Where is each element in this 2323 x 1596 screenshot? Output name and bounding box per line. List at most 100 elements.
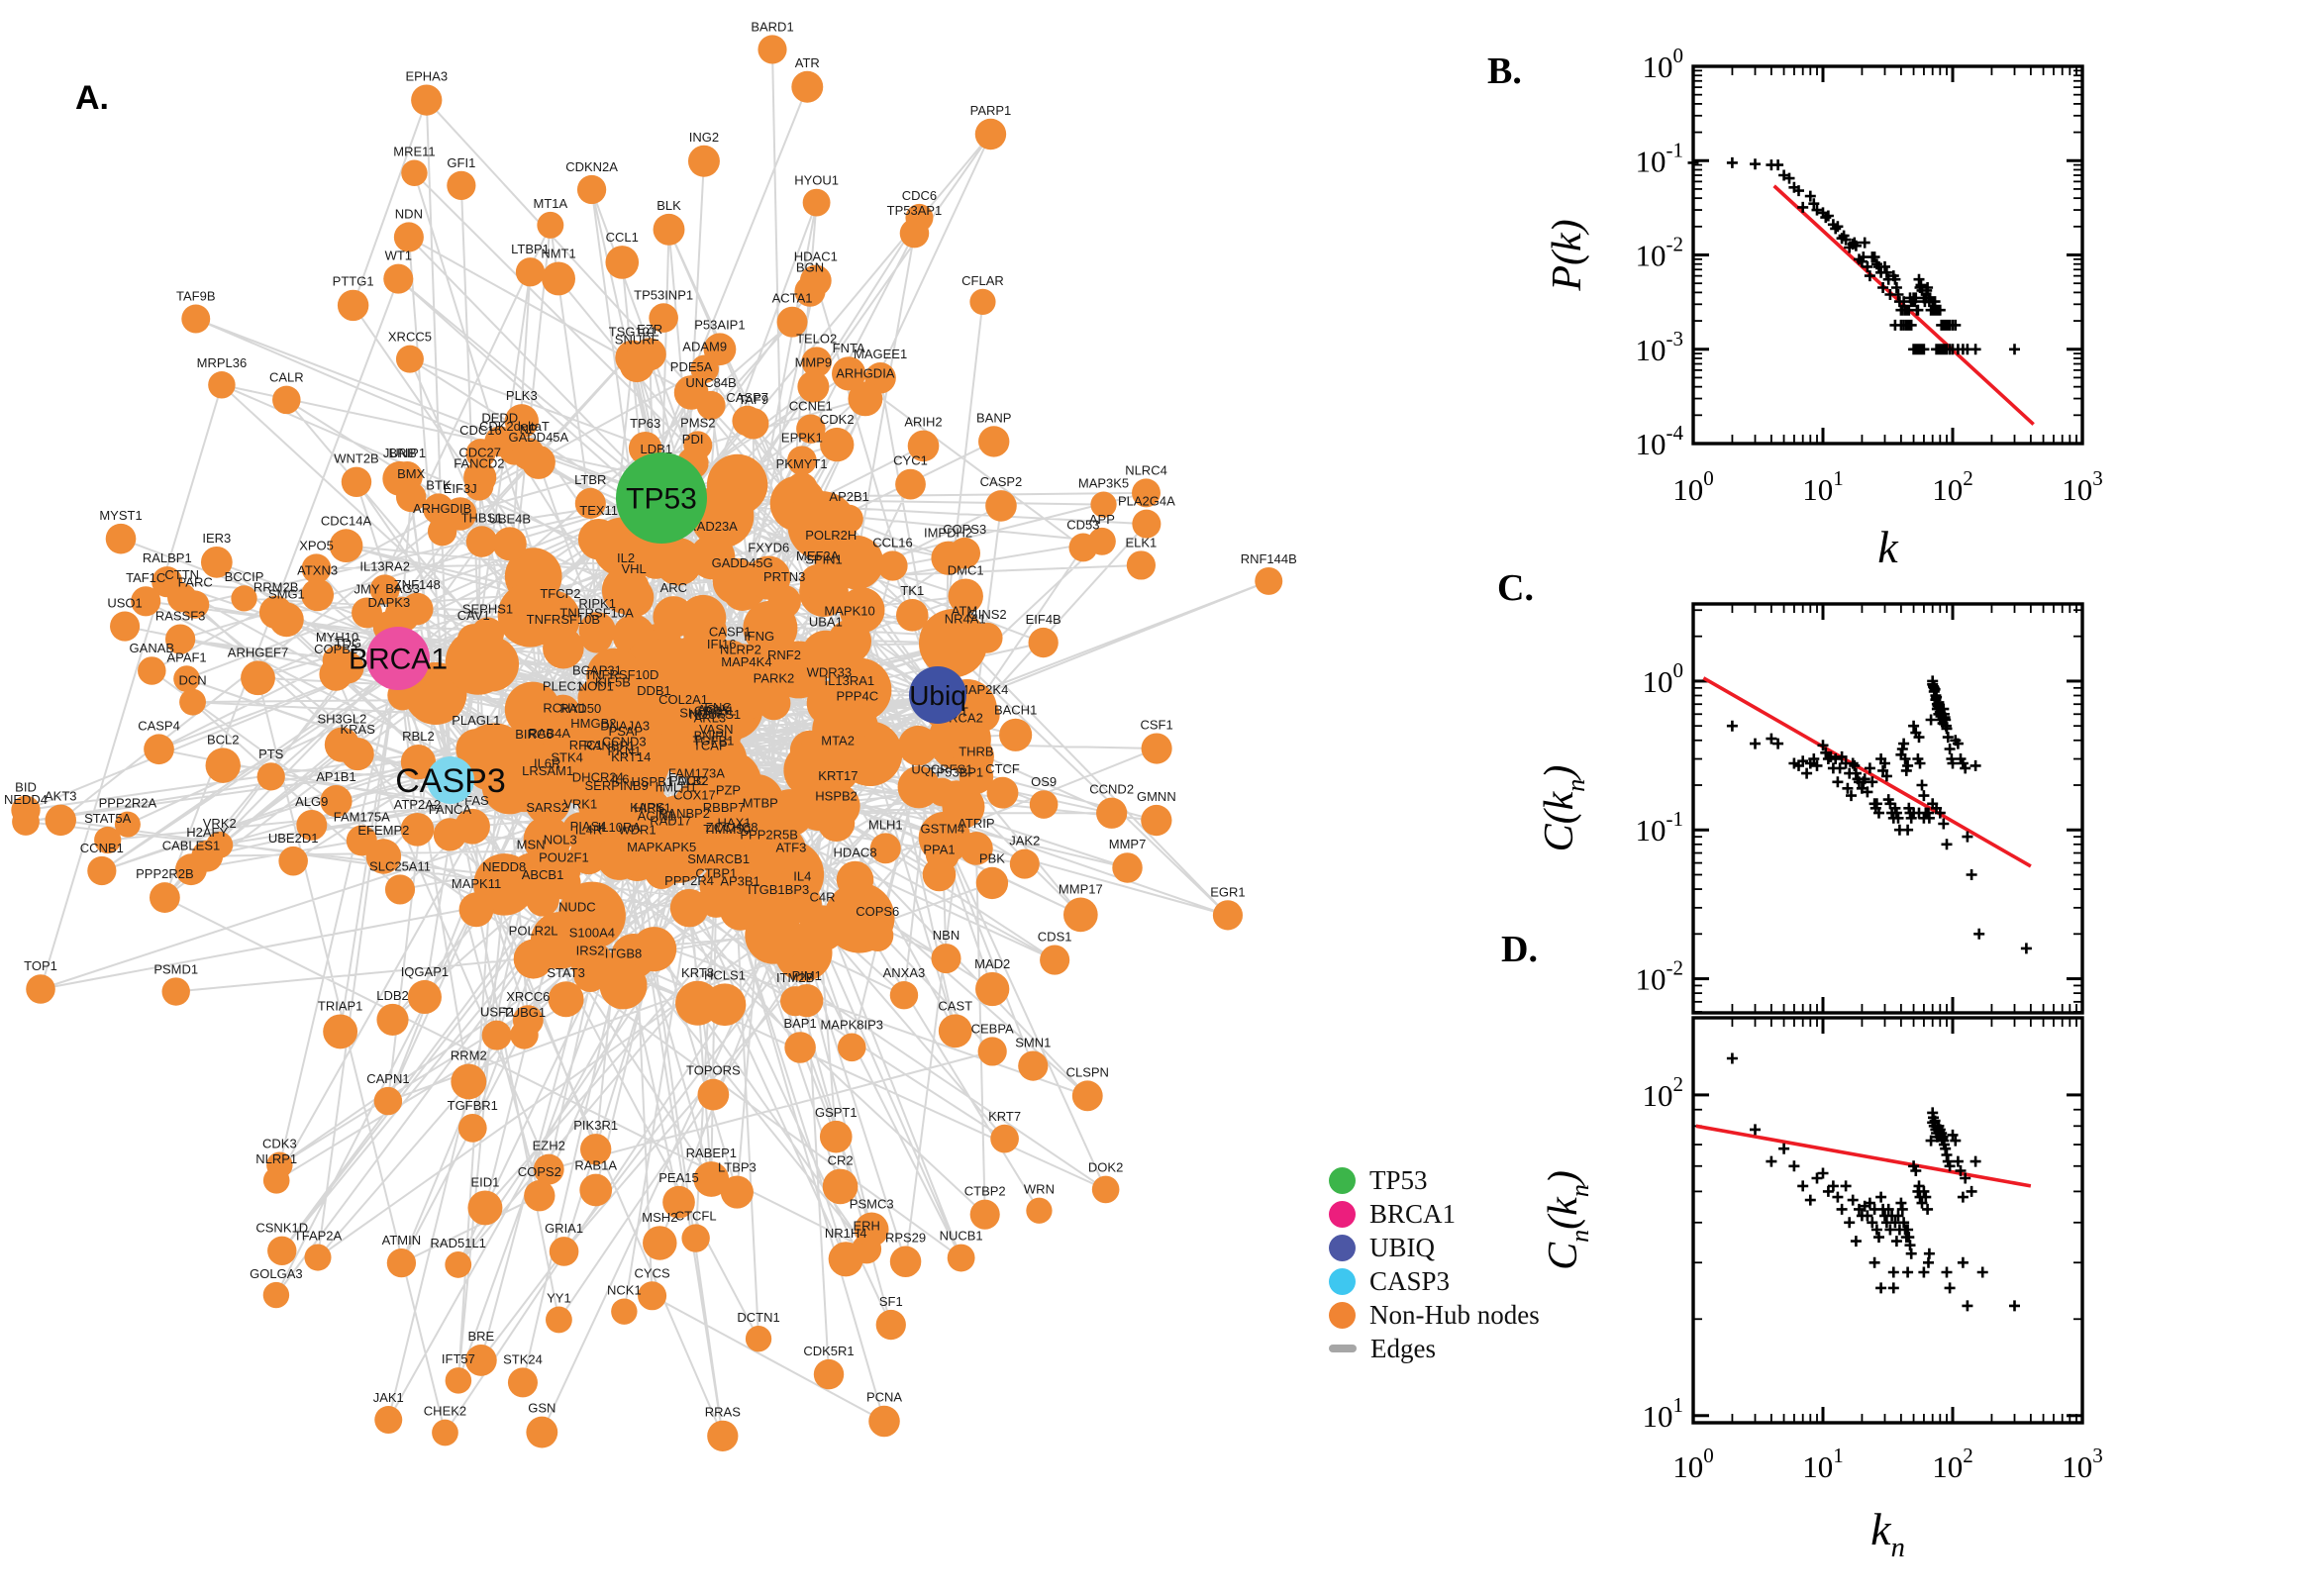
network-node-label: IL4R [575, 823, 602, 838]
network-node [131, 586, 161, 617]
network-node-label: TIMM50 [703, 822, 751, 837]
network-node [451, 1063, 487, 1100]
network-node [975, 866, 1009, 900]
network-node-label: CCNB1 [80, 841, 124, 855]
chart-tick-labels: 100 101 102 103 100 10-1 10-2 10-3 10-4 [1636, 44, 2103, 507]
network-node-label: BCCIP [225, 569, 264, 584]
network-node [813, 1358, 845, 1390]
network-node-label: ITM2B [776, 970, 814, 985]
network-node-label: TGFBR1 [448, 1098, 498, 1113]
network-node-label: CCL16 [872, 535, 912, 549]
network-node [258, 595, 293, 630]
network-node-label: PDI [682, 432, 704, 447]
network-node-label: GANAB [130, 641, 175, 655]
network-node-label: HAX1 [718, 816, 752, 831]
network-node [1009, 848, 1040, 879]
network-node [869, 833, 901, 864]
network-node-label: HYOU1 [794, 173, 839, 188]
network-node [374, 1406, 403, 1435]
network-node-label: SMG1 [268, 586, 305, 601]
hub-label-UBIQ: Ubiq [909, 680, 966, 711]
network-node-label: TK1 [900, 583, 924, 598]
network-node-label: CAST [938, 998, 972, 1013]
network-node [542, 602, 579, 639]
network-node-label: FAM175A [334, 809, 390, 824]
network-node-label: GSN [528, 1401, 556, 1416]
network-node [977, 1037, 1007, 1066]
network-node [526, 1416, 558, 1448]
network-node [819, 1120, 853, 1153]
network-node [464, 1344, 497, 1376]
network-node [322, 645, 353, 675]
network-node-label: KRT17 [818, 768, 858, 783]
network-node-label: PPP4C [836, 688, 878, 703]
network-node [861, 919, 894, 951]
network-node-label: MYST1 [99, 508, 142, 523]
network-node [173, 665, 200, 692]
network-node-label: PLA2G4A [1118, 494, 1175, 509]
network-node [376, 1003, 409, 1036]
network-node-label: MEF2A [796, 549, 840, 563]
tick-label: 10-2 [1636, 233, 1684, 273]
network-node-label: MT1A [533, 196, 567, 211]
network-node-label: THRB [959, 744, 993, 758]
network-node-label: S100A4 [569, 926, 615, 941]
network-node-label: PPP2R2A [99, 796, 157, 811]
network-node-label: USO1 [107, 596, 142, 611]
legend-item-brca1: BRCA1 [1329, 1200, 1540, 1228]
network-node-label: RASSF3 [155, 608, 206, 623]
network-node-label: ELK1 [1125, 535, 1157, 549]
axis-title: P(k) [1545, 219, 1590, 291]
network-node-label: PARP1 [970, 103, 1012, 118]
network-node-label: NEDD8 [482, 859, 526, 874]
network-node-label: RRAS [705, 1405, 741, 1420]
network-node [524, 1180, 556, 1212]
hub-label-CASP3: CASP3 [395, 762, 506, 800]
network-node-label: RAD17 [650, 814, 691, 829]
network-node [577, 518, 620, 560]
network-node-label: MRPL36 [197, 355, 248, 370]
network-node [596, 835, 642, 880]
network-node [653, 596, 695, 639]
network-node [663, 707, 703, 747]
network-node-label: EIF4B [1026, 612, 1061, 627]
network-node-label: SHMT2 [679, 706, 723, 721]
network-node [272, 385, 301, 415]
network-node-label: CFLAR [961, 273, 1004, 288]
network-node-label: APAF1 [166, 649, 206, 664]
network-node-label: XRCC6 [506, 989, 550, 1004]
network-node-label: WRN [1024, 1182, 1055, 1197]
network-node-label: BANP [976, 410, 1011, 425]
network-hubs: TP53 BRCA1 Ubiq CASP3 [349, 452, 966, 804]
network-node-label: PIM1 [792, 968, 822, 983]
network-node-label: SARS2 [526, 800, 568, 815]
network-node-label: FNTA [833, 341, 865, 355]
network-node-label: PIK3R1 [573, 1118, 618, 1133]
network-node-label: BARD1 [751, 19, 793, 34]
network-node [837, 1033, 866, 1062]
network-node-label: RIPK1 [578, 596, 616, 611]
network-node-label: ARHGDIB [413, 501, 471, 516]
chart-data-points [1687, 156, 2020, 355]
network-node-label: KIF5B [595, 675, 631, 690]
network-node-label: UBA1 [809, 615, 843, 630]
network-node-label: JUNB [383, 446, 417, 460]
tick-label: 10-1 [1636, 138, 1684, 178]
network-node [138, 656, 166, 685]
network-node-label: NLRC4 [1125, 462, 1167, 477]
network-node-label: IFI16 [707, 637, 737, 651]
network-node-label: TELO2 [796, 331, 837, 346]
network-node [262, 1281, 290, 1309]
network-node [301, 578, 335, 612]
network-node-label: POLR2L [509, 924, 558, 939]
hub-BRCA1: BRCA1 [349, 627, 448, 690]
hub-node-TP53 [616, 452, 707, 544]
hub-label-TP53: TP53 [626, 483, 697, 516]
network-node-label: YY1 [547, 1291, 571, 1306]
network-node-label: CEBPA [971, 1021, 1014, 1036]
network-node [262, 1167, 290, 1194]
network-node-label: TSG101 [609, 325, 656, 340]
casp3-node-icon [1329, 1267, 1356, 1295]
network-node-label: ALG9 [295, 794, 328, 809]
network-node [373, 1086, 403, 1116]
